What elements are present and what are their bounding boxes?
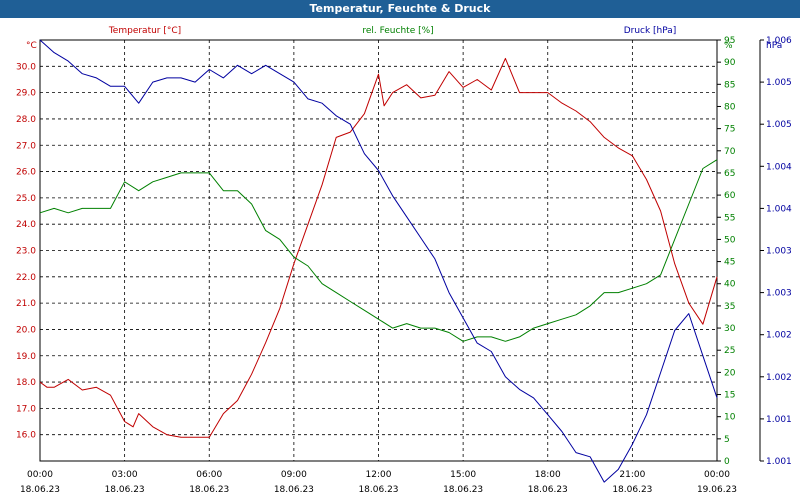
humidity-tick-label: 15 xyxy=(724,391,735,401)
humidity-tick-label: 85 xyxy=(724,80,735,90)
temperature-tick-label: 24.0 xyxy=(16,220,36,230)
humidity-tick-label: 0 xyxy=(724,457,730,467)
temperature-tick-label: 18.0 xyxy=(16,378,36,388)
grid-layer xyxy=(40,40,717,461)
humidity-tick-label: 90 xyxy=(724,58,736,68)
pressure-tick-label: 1.001 xyxy=(766,457,792,467)
humidity-tick-label: 95 xyxy=(724,36,735,46)
humidity-line xyxy=(39,159,718,342)
x-tick-date: 18.06.23 xyxy=(528,485,568,495)
humidity-tick-label: 30 xyxy=(724,324,736,334)
temperature-tick-label: 29.0 xyxy=(16,89,36,99)
humidity-tick-label: 80 xyxy=(724,102,736,112)
x-tick-time: 21:00 xyxy=(619,470,645,480)
humidity-tick-label: 55 xyxy=(724,213,735,223)
x-tick-date: 19.06.23 xyxy=(697,485,737,495)
x-tick-date: 18.06.23 xyxy=(358,485,398,495)
x-tick-time: 06:00 xyxy=(196,470,222,480)
temperature-tick-label: 28.0 xyxy=(16,115,36,125)
pressure-tick-label: 1.005 xyxy=(766,78,792,88)
temperature-tick-label: 16.0 xyxy=(16,431,36,441)
x-tick-date: 18.06.23 xyxy=(612,485,652,495)
temperature-tick-label: 20.0 xyxy=(16,325,36,335)
temperature-line xyxy=(39,57,718,438)
series-layer xyxy=(39,39,718,483)
pressure-tick-label: 1.001 xyxy=(766,415,792,425)
humidity-tick-label: 65 xyxy=(724,169,735,179)
temperature-tick-label: 21.0 xyxy=(16,299,36,309)
plot-border xyxy=(39,39,718,462)
temperature-tick-label: 30.0 xyxy=(16,62,36,72)
temperature-tick-label: 17.0 xyxy=(16,404,36,414)
humidity-tick-label: 60 xyxy=(724,191,736,201)
humidity-tick-label: 35 xyxy=(724,302,735,312)
temperature-tick-label: 22.0 xyxy=(16,273,36,283)
tick-layer: 16.0 17.0 18.0 19.0 20.0 21.0 22.0 23.0 24.0 25.0… xyxy=(16,36,792,495)
x-tick-time: 00:00 xyxy=(27,470,53,480)
humidity-tick-label: 70 xyxy=(724,147,736,157)
temperature-tick-label: 26.0 xyxy=(16,168,36,178)
legend-humidity: rel. Feuchte [%] xyxy=(362,26,433,36)
humidity-tick-label: 45 xyxy=(724,258,735,268)
label-layer: °C% hPa Temperatur [°C] rel. Feuchte [%] Dru… xyxy=(26,26,782,51)
x-tick-time: 09:00 xyxy=(281,470,307,480)
x-tick-time: 00:00 xyxy=(704,470,730,480)
legend-temperature: Temperatur [°C] xyxy=(108,26,181,36)
pressure-tick-label: 1.002 xyxy=(766,331,792,341)
temperature-tick-label: 23.0 xyxy=(16,247,36,257)
x-tick-time: 15:00 xyxy=(450,470,476,480)
x-tick-date: 18.06.23 xyxy=(274,485,314,495)
window-title: Temperatur, Feuchte & Druck xyxy=(0,0,800,18)
x-tick-date: 18.06.23 xyxy=(105,485,145,495)
pressure-tick-label: 1.002 xyxy=(766,373,792,383)
humidity-tick-label: 50 xyxy=(724,235,736,245)
temperature-tick-label: 27.0 xyxy=(16,141,36,151)
x-tick-date: 18.06.23 xyxy=(443,485,483,495)
humidity-unit-label: % xyxy=(724,41,733,51)
humidity-tick-label: 10 xyxy=(724,413,736,423)
pressure-line xyxy=(39,39,718,483)
x-tick-time: 12:00 xyxy=(366,470,392,480)
humidity-tick-label: 25 xyxy=(724,346,735,356)
temperature-tick-label: 25.0 xyxy=(16,194,36,204)
pressure-tick-label: 1.004 xyxy=(766,162,792,172)
pressure-tick-label: 1.006 xyxy=(766,36,792,46)
humidity-tick-label: 20 xyxy=(724,368,736,378)
humidity-tick-label: 5 xyxy=(724,435,730,445)
pressure-tick-label: 1.004 xyxy=(766,204,792,214)
temperature-tick-label: 19.0 xyxy=(16,352,36,362)
x-tick-time: 03:00 xyxy=(112,470,138,480)
pressure-tick-label: 1.003 xyxy=(766,289,792,299)
pressure-unit-label: hPa xyxy=(766,41,782,51)
x-tick-date: 18.06.23 xyxy=(189,485,229,495)
pressure-tick-label: 1.005 xyxy=(766,120,792,130)
x-tick-date: 18.06.23 xyxy=(20,485,60,495)
humidity-tick-label: 75 xyxy=(724,125,735,135)
x-tick-time: 18:00 xyxy=(535,470,561,480)
humidity-tick-label: 40 xyxy=(724,280,736,290)
legend-pressure: Druck [hPa] xyxy=(624,26,677,36)
pressure-tick-label: 1.003 xyxy=(766,247,792,257)
temperature-unit-label: °C xyxy=(26,41,37,51)
